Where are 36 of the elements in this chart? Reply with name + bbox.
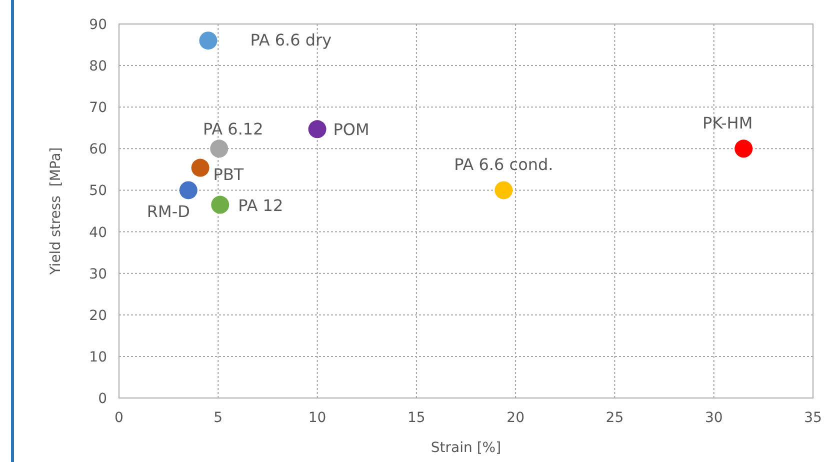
y-tick-label: 90 xyxy=(89,17,107,33)
y-tick-label: 70 xyxy=(89,100,107,116)
y-tick-label: 0 xyxy=(98,391,107,407)
point xyxy=(734,140,753,158)
series-label: POM xyxy=(333,120,370,140)
point xyxy=(191,158,210,177)
x-tick-label: 10 xyxy=(308,410,326,426)
x-tick-label: 15 xyxy=(408,410,426,426)
x-axis-title: Strain [%] xyxy=(430,440,502,456)
point xyxy=(494,181,513,200)
y-axis-title: Yield stress [MPa] xyxy=(48,147,64,276)
series-label: PA 6.12 xyxy=(202,120,264,139)
series-label: PK-HM xyxy=(702,114,753,133)
point xyxy=(210,140,228,158)
x-tick-label: 0 xyxy=(114,410,124,426)
x-tick-label: 20 xyxy=(506,410,524,426)
point xyxy=(179,181,198,200)
y-tick-label: 60 xyxy=(89,142,107,158)
y-tick-label: 50 xyxy=(89,183,107,200)
y-tick-label: 20 xyxy=(89,308,107,324)
series-label: RM-D xyxy=(146,202,190,222)
point xyxy=(199,32,218,50)
y-tick-label: 10 xyxy=(89,349,107,366)
x-tick-label: 30 xyxy=(704,410,723,426)
x-tick-label: 25 xyxy=(606,410,624,426)
point xyxy=(308,120,326,138)
series-label: PBT xyxy=(213,164,244,184)
x-tick-label: 35 xyxy=(804,410,822,426)
series-label: PA 12 xyxy=(238,196,284,215)
series-label: PA 6.6 cond. xyxy=(454,155,554,174)
x-tick-label: 5 xyxy=(214,410,223,426)
y-tick-label: 40 xyxy=(89,224,107,241)
y-tick-label: 80 xyxy=(89,58,107,75)
text: PA 6.6 dry xyxy=(250,30,332,50)
point xyxy=(211,196,230,214)
y-tick-label: 30 xyxy=(89,266,107,282)
